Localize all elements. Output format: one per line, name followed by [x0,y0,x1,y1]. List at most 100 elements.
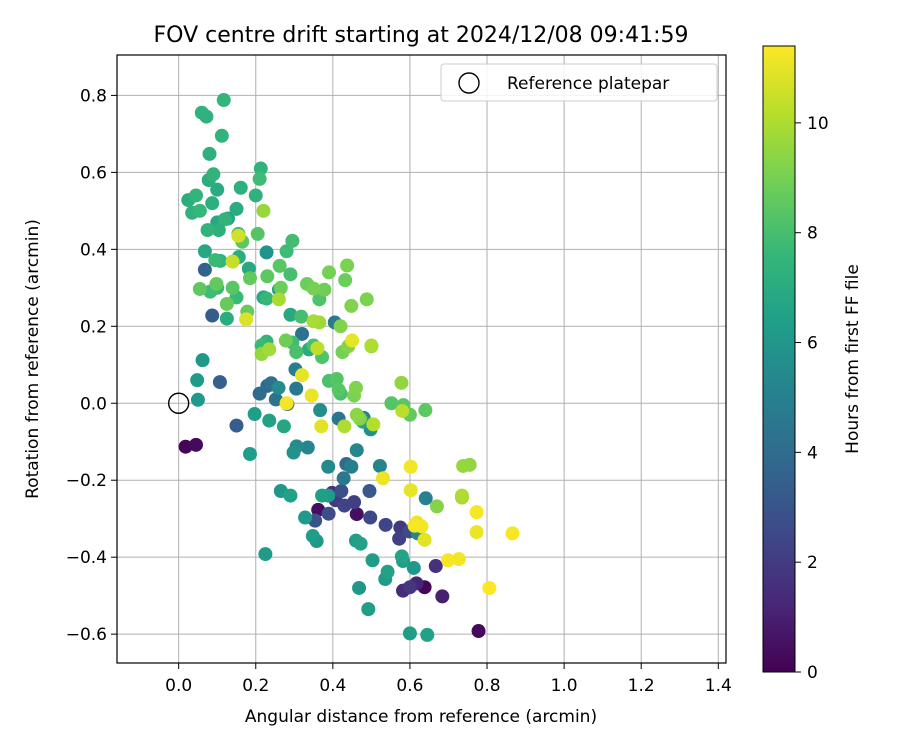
scatter-point [283,307,298,322]
y-tick-label: −0.2 [66,471,107,491]
scatter-point [262,413,277,428]
chart-title: FOV centre drift starting at 2024/12/08 … [154,23,689,48]
scatter-point [321,459,336,474]
colorbar-tick-label: 10 [807,114,829,134]
legend-box [440,63,718,102]
scatter-point [394,549,409,564]
scatter-point [260,269,275,284]
scatter-point [225,280,240,295]
scatter-point [205,196,220,211]
scatter-point [242,447,257,462]
reference-marker-group [167,392,190,414]
scatter-point [359,292,374,307]
scatter-point [441,553,456,568]
scatter-point [469,525,484,540]
scatter-point [428,559,443,574]
scatter-point [403,483,418,498]
scatter-point [337,498,352,513]
scatter-point [195,353,210,368]
scatter-point [262,342,277,357]
x-tick-label: 0.6 [396,676,423,696]
scatter-point [279,396,294,411]
scatter-point [417,532,432,547]
scatter-point [248,188,263,203]
scatter-point [190,392,205,407]
grid [117,55,726,663]
scatter-point [394,375,409,390]
colorbar [762,45,796,673]
scatter-point [289,381,304,396]
scatter-point [202,146,217,161]
scatter-point [252,386,267,401]
scatter-point [454,488,469,503]
scatter-point [418,491,433,506]
scatter-point [300,440,315,455]
scatter-point [178,439,193,454]
scatter-point [259,245,274,260]
y-tick-label: 0.8 [80,86,107,106]
scatter-point [256,203,271,218]
scatter-point [372,458,387,473]
scatter-point [420,627,435,642]
scatter-point [294,309,309,324]
y-axis-ticks: −0.6 −0.4 −0.2 0.0 0.2 0.4 0.6 0.8 [66,86,117,645]
legend-marker-open-circle [458,72,480,94]
scatter-point [380,564,395,579]
scatter-point [363,510,378,525]
scatter-point [349,507,364,522]
scatter-point [429,499,444,514]
scatter-point [306,314,321,329]
scatter-point [285,233,300,248]
colorbar-tick-label: 0 [807,663,818,683]
scatter-point [278,333,293,348]
y-tick-label: 0.2 [80,317,107,337]
scatter-point [250,226,265,241]
scatter-point [189,188,204,203]
x-tick-label: 1.4 [705,676,732,696]
scatter-point [259,291,274,306]
colorbar-ticks: 0 2 4 6 8 10 [795,114,829,683]
reference-platepar-marker [167,392,190,414]
scatter-point [211,223,226,238]
scatter-point [206,167,221,182]
scatter-point [258,547,273,562]
scatter-point [205,308,220,323]
colorbar-label: Hours from first FF file [843,264,863,454]
scatter-point [229,201,244,216]
scatter-point [329,372,344,387]
scatter-point [194,105,209,120]
y-tick-label: −0.4 [66,548,107,568]
scatter-point [451,552,466,567]
x-tick-label: 0.4 [319,676,346,696]
scatter-point [334,483,349,498]
scatter-point [197,244,212,259]
scatter-point [210,182,225,197]
scatter-point [314,419,329,434]
scatter-point [229,418,244,433]
scatter-point [247,407,262,422]
scatter-point [192,281,207,296]
scatter-point [219,296,234,311]
scatter-point [336,471,351,486]
scatter-point [315,488,330,503]
scatter-point [321,265,336,280]
x-tick-label: 1.0 [551,676,578,696]
scatter-point [456,458,471,473]
scatter-point [375,471,390,486]
scatter-point [216,93,231,108]
scatter-point [253,161,268,176]
scatter-point [305,529,320,544]
scatter-point [402,580,417,595]
scatter-point [217,212,232,227]
scatter-point [273,280,288,295]
scatter-point [340,258,355,273]
y-tick-label: 0.4 [80,240,107,260]
scatter-point [272,258,287,273]
scatter-point [366,417,381,432]
scatter-point [283,267,298,282]
scatter-point [289,345,304,360]
scatter-point [384,396,399,411]
scatter-point [321,506,336,521]
scatter-point [378,517,393,532]
